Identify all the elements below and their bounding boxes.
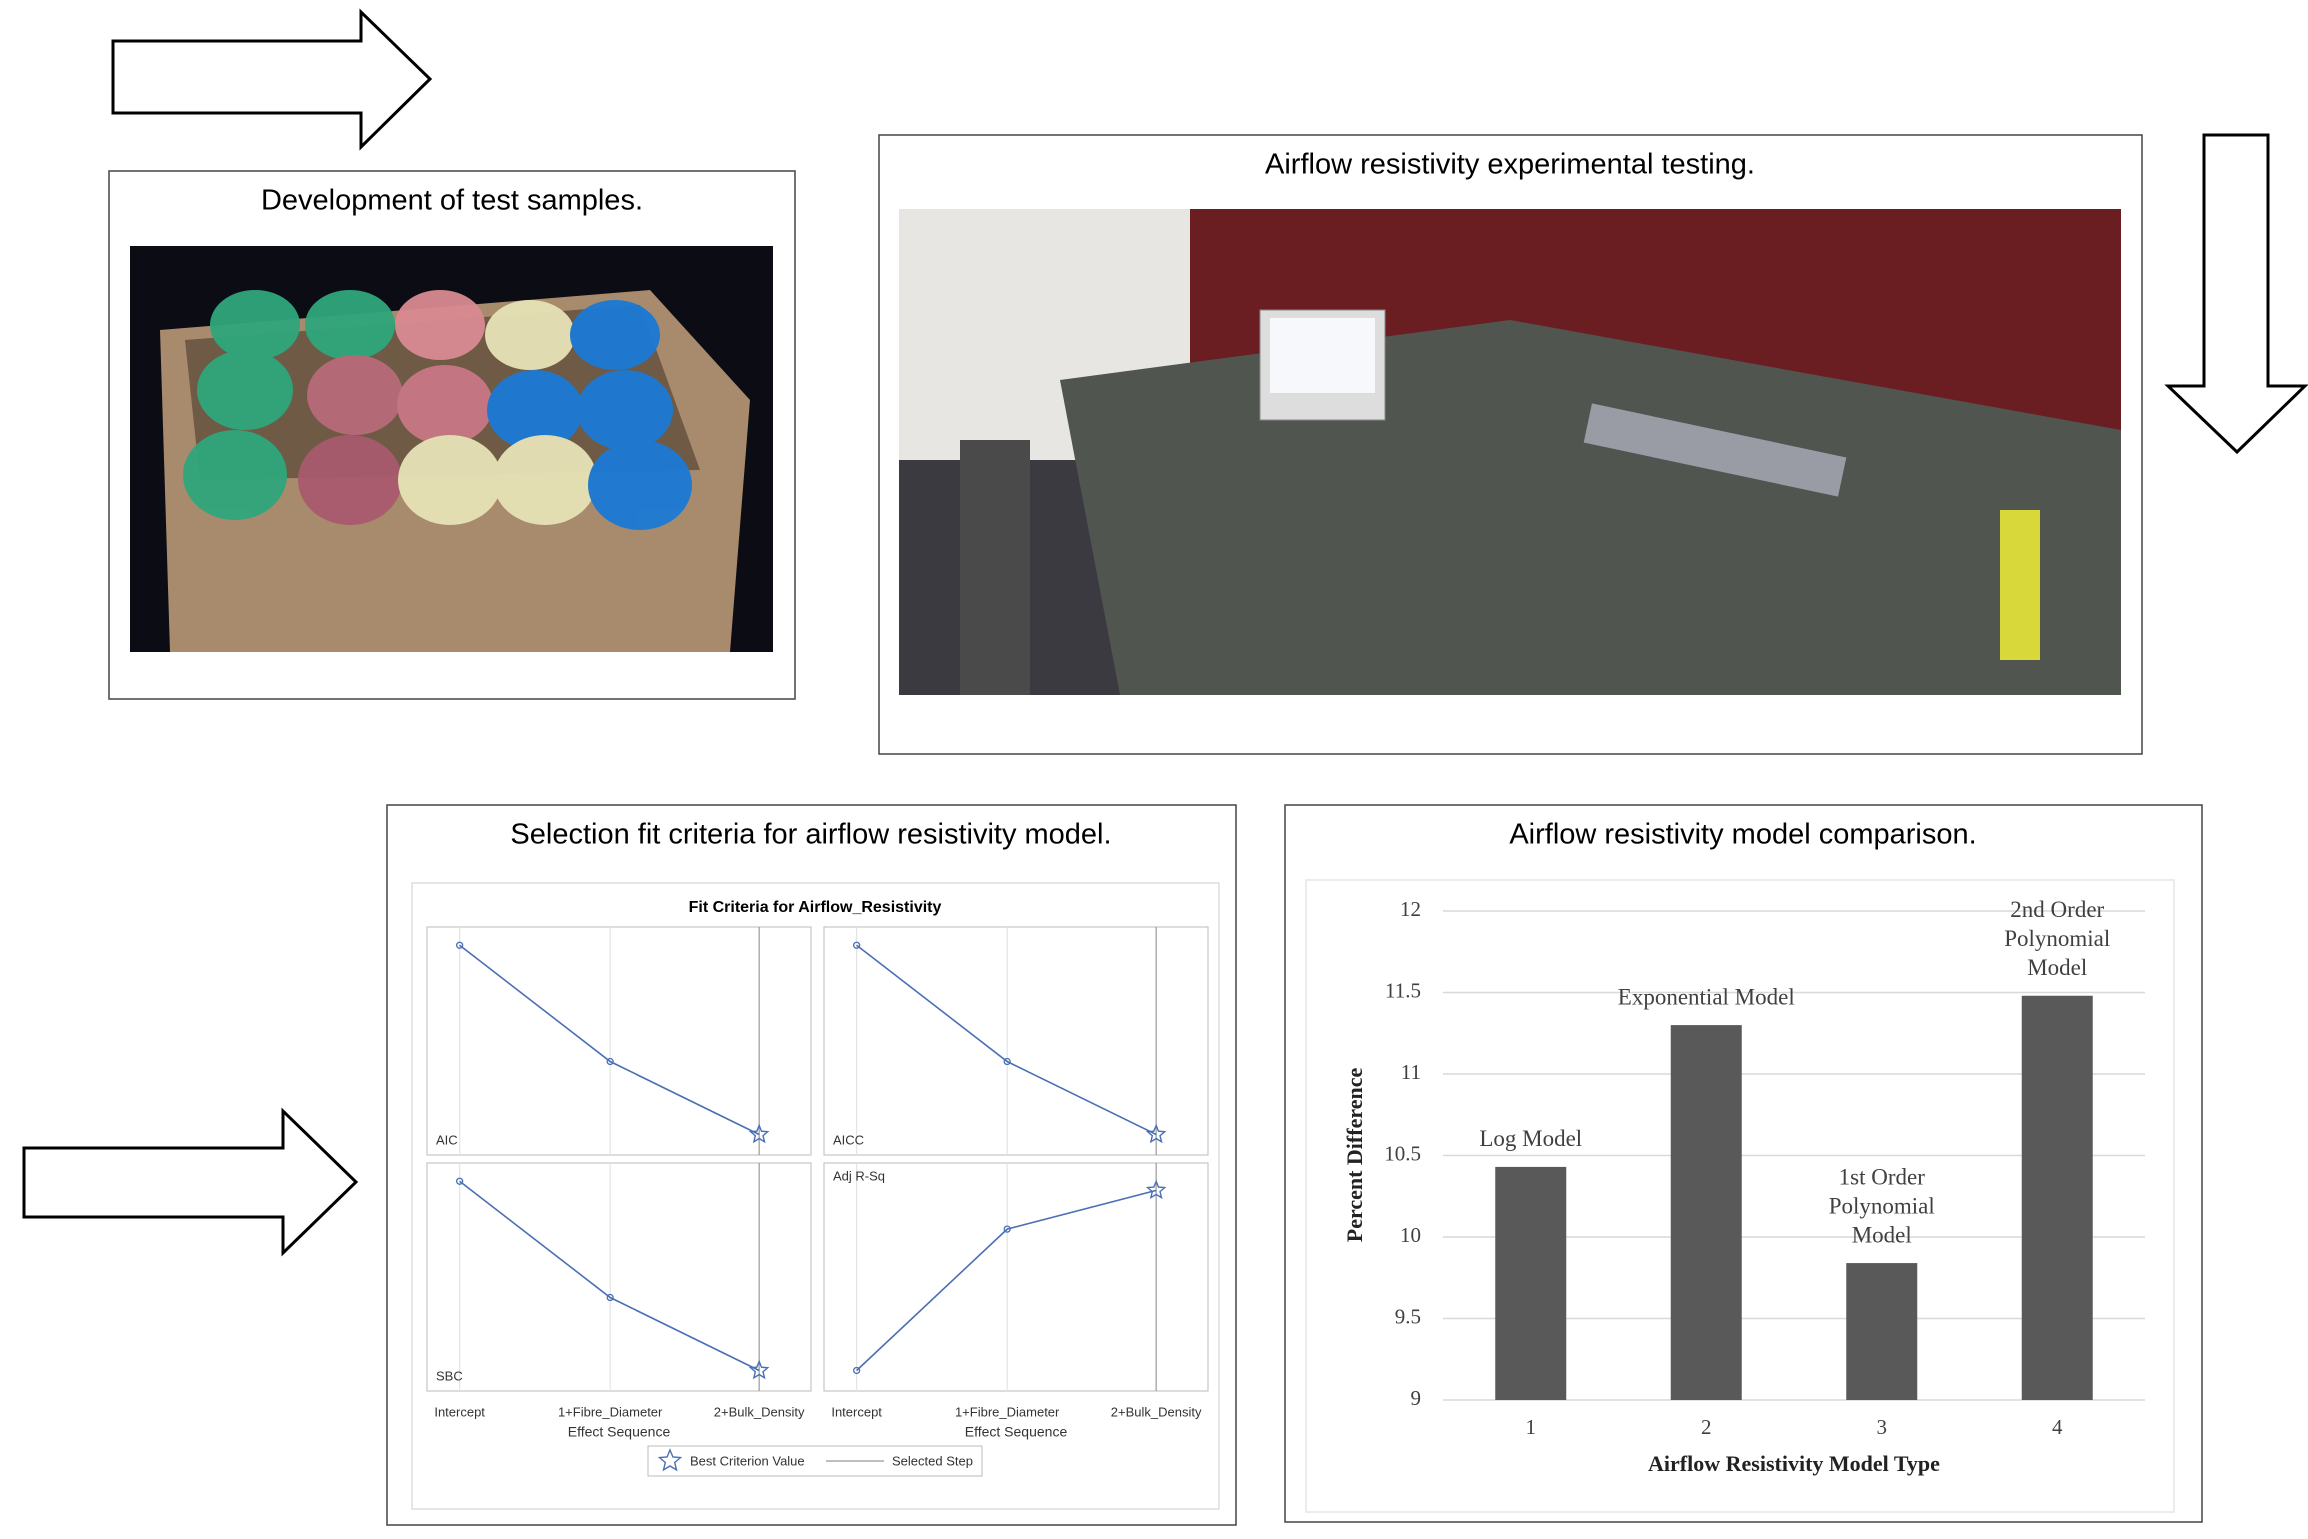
line (856, 1189, 1157, 1372)
y-tick-label: 9.5 (1395, 1304, 1421, 1328)
y-axis-label: Percent Difference (1342, 1068, 1367, 1243)
point (455, 941, 464, 949)
legend-star (657, 1448, 683, 1472)
series-label: Adj R-Sq (833, 1168, 885, 1183)
best-star (1145, 1123, 1167, 1144)
subplot-frame (823, 1162, 1209, 1392)
photo-test-setup (899, 209, 2121, 695)
bar-annotation: Exponential Model (1618, 984, 1795, 1009)
bar-annotation: Model (1852, 1222, 1912, 1247)
point (852, 941, 861, 949)
point (606, 1293, 614, 1302)
y-tick-label: 12 (1400, 897, 1421, 921)
legend-label: Selected Step (892, 1453, 973, 1468)
bar (2021, 995, 2093, 1400)
chart-title: Fit Criteria for Airflow_Resistivity (689, 899, 942, 916)
x-tick-label: 4 (2052, 1415, 2063, 1439)
x-axis-label: Effect Sequence (965, 1424, 1068, 1440)
x-tick-label: 2 (1701, 1415, 1712, 1439)
y-tick-label: 11 (1401, 1060, 1421, 1084)
point (1003, 1225, 1011, 1233)
arrow-right (22, 1107, 359, 1257)
y-tick-label: 10.5 (1384, 1141, 1421, 1165)
best-star (1145, 1179, 1167, 1200)
line (459, 944, 760, 1136)
legend-label: Best Criterion Value (690, 1453, 805, 1468)
line (856, 944, 1157, 1136)
bar-annotation: Log Model (1479, 1126, 1582, 1151)
line (459, 1180, 760, 1372)
bar-annotation: Polynomial (2004, 926, 2110, 951)
legend-box (647, 1445, 983, 1477)
bar (1495, 1166, 1567, 1400)
arrow-down (2164, 133, 2308, 455)
series-label: AIC (436, 1132, 458, 1147)
y-tick-label: 9 (1411, 1386, 1422, 1410)
x-axis-label: Effect Sequence (568, 1424, 671, 1440)
panel-title: Airflow resistivity model comparison. (1509, 819, 1976, 851)
bar (1846, 1263, 1918, 1400)
point (455, 1177, 464, 1185)
bar-annotation: Model (2027, 955, 2087, 980)
best-star (748, 1123, 770, 1144)
point (852, 1366, 861, 1375)
y-tick-label: 11.5 (1385, 978, 1421, 1002)
x-tick-label: 2+Bulk_Density (1111, 1404, 1202, 1419)
panel-title: Selection fit criteria for airflow resis… (510, 819, 1111, 851)
panel-title: Development of test samples. (261, 185, 643, 217)
x-axis-label: Airflow Resistivity Model Type (1648, 1451, 1940, 1476)
panel-title: Airflow resistivity experimental testing… (1265, 149, 1755, 181)
x-tick-label: 1+Fibre_Diameter (955, 1404, 1060, 1419)
x-tick-label: 3 (1877, 1415, 1888, 1439)
x-tick-label: Intercept (434, 1404, 485, 1419)
point (1003, 1057, 1011, 1066)
photo-samples (130, 246, 773, 652)
bar (1670, 1025, 1742, 1400)
subplot-frame (823, 926, 1209, 1156)
x-tick-label: 1 (1526, 1415, 1537, 1439)
arrow-right (111, 8, 433, 151)
y-tick-label: 10 (1400, 1223, 1421, 1247)
best-star (748, 1359, 770, 1380)
subplot-frame (426, 1162, 812, 1392)
series-label: SBC (436, 1368, 463, 1383)
subplot-frame (426, 926, 812, 1156)
x-tick-label: Intercept (831, 1404, 882, 1419)
bar-annotation: 2nd Order (2010, 897, 2104, 922)
series-label: AICC (833, 1132, 864, 1147)
point (606, 1057, 614, 1066)
x-tick-label: 1+Fibre_Diameter (558, 1404, 663, 1419)
fit-chart: Fit Criteria for Airflow_Resistivity AIC A… (426, 899, 1209, 1477)
bar-annotation: Polynomial (1829, 1193, 1935, 1218)
x-tick-label: 2+Bulk_Density (714, 1404, 805, 1419)
bar-annotation: 1st Order (1839, 1164, 1926, 1189)
bar-chart: 9 9.5 10 10.5 11 11.5 12 1 Log Model 2 Exponential… (1342, 897, 2145, 1476)
